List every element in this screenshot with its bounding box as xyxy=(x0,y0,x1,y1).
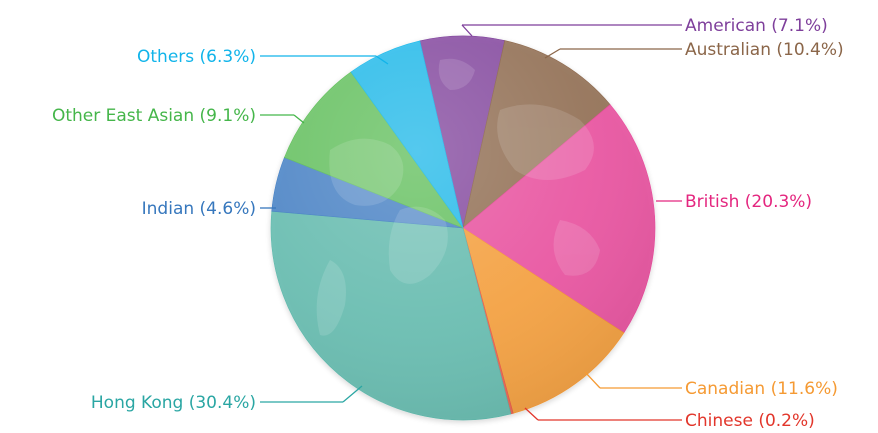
leader-elbow-canadian xyxy=(584,371,601,389)
slice-label-canadian: Canadian (11.6%) xyxy=(685,379,838,399)
slice-label-other-east-asian: Other East Asian (9.1%) xyxy=(52,106,256,126)
slice-label-chinese: Chinese (0.2%) xyxy=(685,411,815,431)
slice-label-australian: Australian (10.4%) xyxy=(685,40,844,60)
slice-label-hong-kong: Hong Kong (30.4%) xyxy=(91,393,256,413)
pie-labels: American (7.1%) Australian (10.4%) British… xyxy=(52,16,844,431)
pie-leader-lines xyxy=(260,24,682,421)
slice-label-indian: Indian (4.6%) xyxy=(142,199,256,219)
leader-elbow-australian xyxy=(544,48,561,59)
slice-label-british: British (20.3%) xyxy=(685,192,812,212)
leader-elbow-hong-kong xyxy=(342,385,363,403)
pie-gloss-overlay xyxy=(271,36,655,420)
leader-elbow-chinese xyxy=(524,407,539,421)
leader-elbow-other-east-asian xyxy=(293,114,305,124)
slice-label-others: Others (6.3%) xyxy=(137,47,256,67)
slice-label-american: American (7.1%) xyxy=(685,16,828,36)
leader-elbow-american xyxy=(461,24,473,37)
leader-elbow-others xyxy=(375,55,389,65)
